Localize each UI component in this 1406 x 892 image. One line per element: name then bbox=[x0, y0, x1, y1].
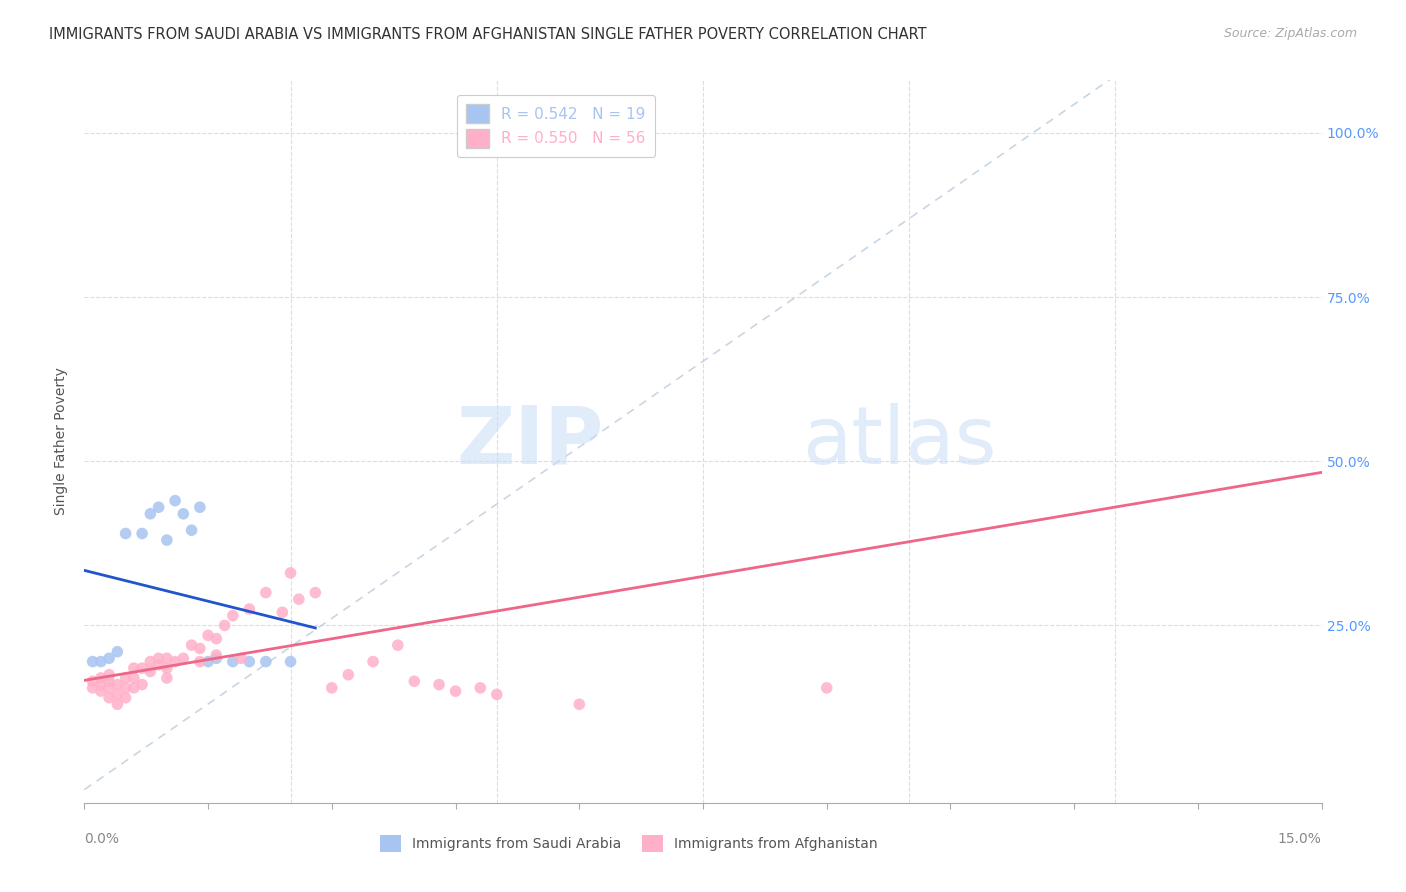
Point bbox=[337, 667, 360, 681]
Point bbox=[254, 585, 277, 599]
Point bbox=[280, 655, 302, 669]
Point bbox=[288, 592, 311, 607]
Point bbox=[122, 671, 145, 685]
Point bbox=[139, 665, 162, 679]
Point bbox=[90, 677, 112, 691]
Point bbox=[131, 661, 153, 675]
Point bbox=[98, 651, 121, 665]
Point bbox=[197, 628, 219, 642]
Point bbox=[254, 655, 277, 669]
Point bbox=[271, 605, 294, 619]
Point bbox=[387, 638, 409, 652]
Point bbox=[238, 602, 260, 616]
Point bbox=[444, 684, 467, 698]
Point bbox=[222, 655, 245, 669]
Point bbox=[114, 690, 136, 705]
Point bbox=[214, 618, 236, 632]
Legend: Immigrants from Saudi Arabia, Immigrants from Afghanistan: Immigrants from Saudi Arabia, Immigrants… bbox=[374, 830, 883, 857]
Point bbox=[205, 648, 228, 662]
Point bbox=[122, 681, 145, 695]
Point bbox=[122, 661, 145, 675]
Point bbox=[205, 651, 228, 665]
Point bbox=[90, 655, 112, 669]
Point bbox=[90, 671, 112, 685]
Point bbox=[568, 698, 591, 712]
Point bbox=[156, 533, 179, 547]
Point bbox=[815, 681, 838, 695]
Point bbox=[156, 671, 179, 685]
Point bbox=[205, 632, 228, 646]
Point bbox=[188, 655, 211, 669]
Point bbox=[98, 667, 121, 681]
Point bbox=[148, 657, 170, 672]
Point bbox=[222, 608, 245, 623]
Point bbox=[229, 651, 252, 665]
Point bbox=[238, 655, 260, 669]
Point bbox=[188, 641, 211, 656]
Text: IMMIGRANTS FROM SAUDI ARABIA VS IMMIGRANTS FROM AFGHANISTAN SINGLE FATHER POVERT: IMMIGRANTS FROM SAUDI ARABIA VS IMMIGRAN… bbox=[49, 27, 927, 42]
Point bbox=[105, 645, 128, 659]
Point bbox=[304, 585, 326, 599]
Y-axis label: Single Father Poverty: Single Father Poverty bbox=[55, 368, 69, 516]
Point bbox=[280, 566, 302, 580]
Text: Source: ZipAtlas.com: Source: ZipAtlas.com bbox=[1223, 27, 1357, 40]
Point bbox=[105, 687, 128, 701]
Point bbox=[148, 651, 170, 665]
Point bbox=[139, 507, 162, 521]
Point bbox=[485, 687, 508, 701]
Point bbox=[114, 671, 136, 685]
Point bbox=[172, 651, 194, 665]
Point bbox=[180, 638, 202, 652]
Point bbox=[98, 681, 121, 695]
Text: ZIP: ZIP bbox=[457, 402, 605, 481]
Point bbox=[82, 681, 104, 695]
Point bbox=[148, 500, 170, 515]
Point bbox=[114, 526, 136, 541]
Text: atlas: atlas bbox=[801, 402, 997, 481]
Point bbox=[180, 523, 202, 537]
Point bbox=[321, 681, 343, 695]
Point bbox=[98, 674, 121, 689]
Point bbox=[156, 661, 179, 675]
Point bbox=[470, 681, 492, 695]
Point bbox=[165, 493, 187, 508]
Point bbox=[188, 500, 211, 515]
Point bbox=[609, 126, 631, 140]
Point bbox=[361, 655, 384, 669]
Point bbox=[105, 698, 128, 712]
Point bbox=[90, 684, 112, 698]
Point bbox=[82, 674, 104, 689]
Point bbox=[131, 526, 153, 541]
Point bbox=[197, 655, 219, 669]
Point bbox=[82, 655, 104, 669]
Text: 15.0%: 15.0% bbox=[1278, 832, 1322, 847]
Point bbox=[156, 651, 179, 665]
Point bbox=[105, 677, 128, 691]
Point bbox=[427, 677, 450, 691]
Point bbox=[165, 655, 187, 669]
Point bbox=[172, 507, 194, 521]
Point bbox=[404, 674, 426, 689]
Text: 0.0%: 0.0% bbox=[84, 832, 120, 847]
Point bbox=[114, 681, 136, 695]
Point bbox=[98, 690, 121, 705]
Point bbox=[131, 677, 153, 691]
Point bbox=[139, 655, 162, 669]
